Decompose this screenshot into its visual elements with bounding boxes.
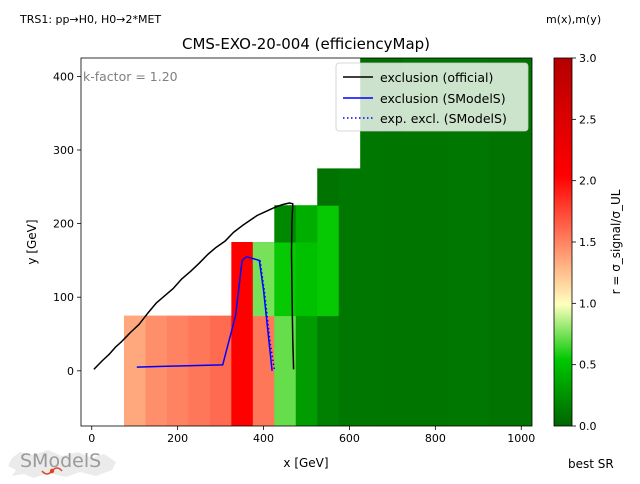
heatmap-cell [166,315,189,426]
smodels-logo: SModelS [8,440,118,480]
legend-label-expected: exp. excl. (SModelS) [380,111,507,126]
heatmap-cell [145,315,168,426]
chart-title: CMS-EXO-20-004 (efficiencyMap) [182,35,430,53]
x-axis: 0 200 400 600 800 1000 [88,426,535,445]
heatmap-cell [317,315,340,426]
colorbar-tick-label: 2.0 [579,175,597,188]
exclusion-smodels-line [136,255,273,371]
x-tick-label: 600 [339,432,360,445]
plot-frame [80,57,533,427]
heatmap-cell [295,205,318,243]
k-factor-annotation: k-factor = 1.20 [83,69,178,84]
heatmap-cell [295,315,318,426]
heatmap-cell [188,315,211,426]
process-label: TRS1: pp→H0, H0→2*MET [19,13,161,26]
heatmap-cell [295,242,318,317]
exclusion-official-line [93,202,295,370]
x-tick-label: 400 [253,432,274,445]
x-tick-label: 1000 [507,432,535,445]
colorbar-tick-label: 0.5 [579,359,597,372]
colorbar-tick-label: 0.0 [579,420,597,433]
legend-box [335,62,529,132]
legend-label-smodels: exclusion (SModelS) [380,91,506,106]
heatmap-cell [209,315,232,426]
best-sr-label: best SR [568,457,614,471]
heatmap-cell [317,205,340,317]
colorbar-tick-label: 1.0 [579,297,597,310]
heatmap-cell [274,315,297,426]
y-tick-label: 0 [67,365,74,378]
heatmap-cell [317,168,340,206]
x-tick-label: 200 [167,432,188,445]
colorbar-tick-label: 3.0 [579,52,597,65]
y-tick-label: 100 [53,291,74,304]
colorbar-gradient [553,57,573,427]
colorbar: 0.0 0.5 1.0 1.5 2.0 2.5 3.0 r = σ_signal/σ_UL [553,52,623,433]
colorbar-tick-label: 1.5 [579,236,597,249]
y-axis-label: y [GeV] [25,219,39,264]
axes-label: m(x),m(y) [546,13,601,26]
heatmap-cell [274,242,297,317]
colorbar-ticks: 0.0 0.5 1.0 1.5 2.0 2.5 3.0 [572,52,597,433]
legend-label-official: exclusion (official) [380,70,493,85]
heatmap-cell [252,242,275,317]
smodels-logo-graphic: SModelS [8,450,116,478]
x-axis-label: x [GeV] [283,456,328,470]
colorbar-tick-label: 2.5 [579,113,597,126]
heatmap-cell [123,315,146,426]
y-tick-label: 300 [53,144,74,157]
x-tick-label: 0 [88,432,95,445]
exclusion-lines [93,202,295,371]
y-axis: 0 100 200 300 400 [53,70,81,378]
heatmap-cell [338,168,361,426]
expected-exclusion-smodels-line [259,260,276,370]
legend: exclusion (official) exclusion (SModelS)… [335,62,529,132]
y-tick-label: 400 [53,70,74,83]
x-tick-label: 800 [425,432,446,445]
y-tick-label: 200 [53,218,74,231]
logo-text: SModelS [20,450,101,472]
heatmap-cell [274,205,297,243]
heatmap-cell [360,131,383,426]
heatmap-cell [381,131,404,426]
heatmap-cell [231,242,254,426]
colorbar-label: r = σ_signal/σ_UL [609,189,623,294]
heatmap-cell [252,315,275,426]
